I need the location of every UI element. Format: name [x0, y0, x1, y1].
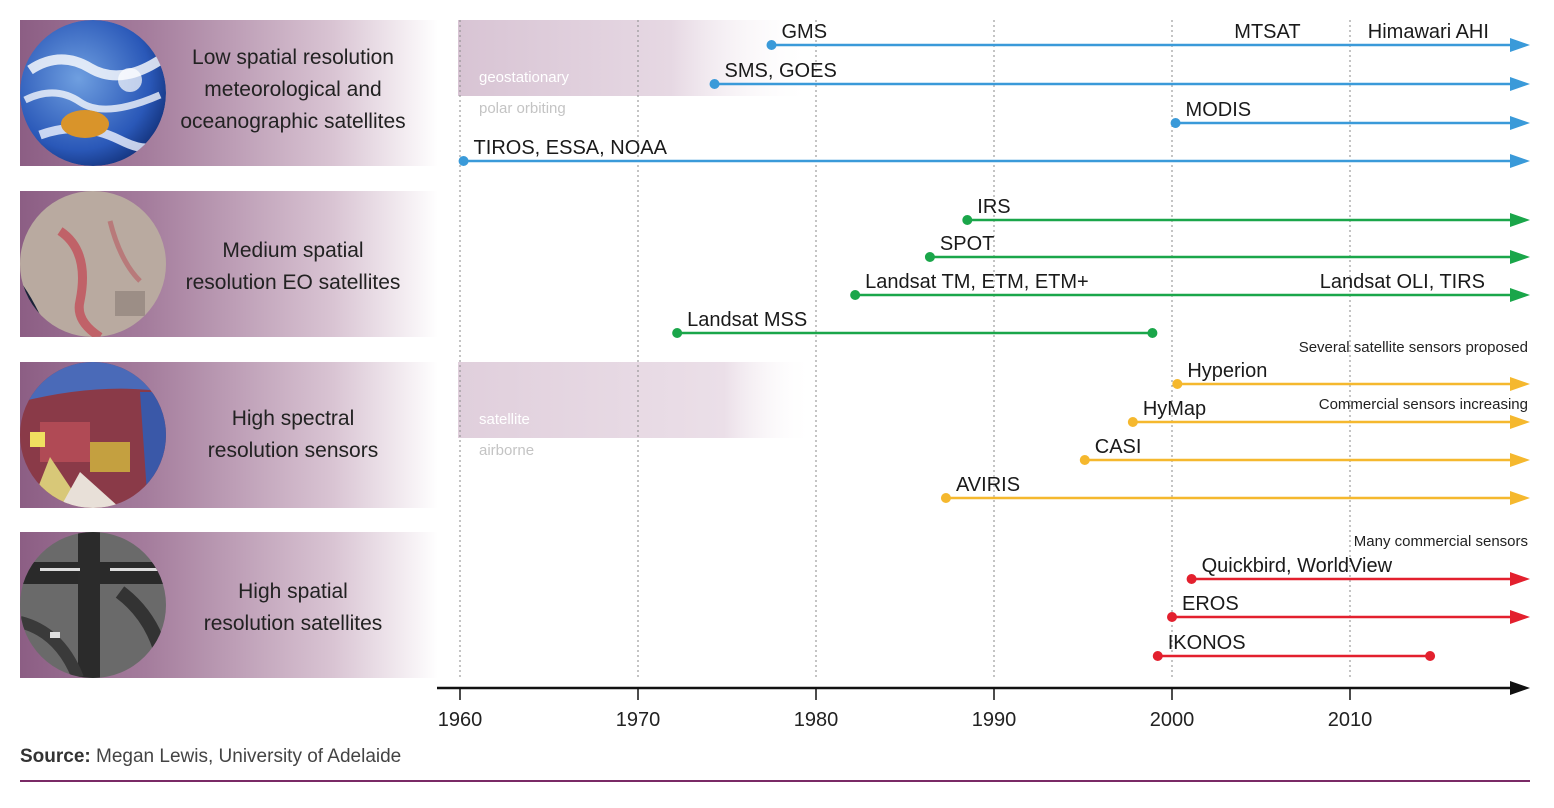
start-dot	[962, 215, 973, 225]
hyperspectral-city-image	[20, 362, 166, 508]
row-label-line: Low spatial resolution	[192, 46, 394, 69]
start-dot	[1127, 417, 1138, 427]
start-dot	[850, 290, 861, 300]
start-dot	[940, 493, 951, 503]
shaded-note-top: satellite	[479, 411, 530, 428]
arrow-head	[1510, 610, 1530, 624]
timeline-bar: Quickbird, WorldView	[1186, 555, 1530, 586]
timeline-bar: EROS	[1167, 593, 1530, 624]
row-label-low-spatial: Low spatial resolution meteorological an…	[150, 42, 436, 138]
bar-label: Hyperion	[1187, 360, 1267, 382]
x-tick-label: 2000	[1150, 709, 1195, 731]
row-label-line: meteorological and	[204, 78, 382, 101]
timeline-bar: Hyperion	[1172, 360, 1530, 391]
bar-extra-label: Landsat OLI, TIRS	[1320, 271, 1485, 293]
timeline-bar: SPOT	[924, 233, 1530, 264]
bar-label: SMS, GOES	[725, 60, 837, 82]
footer-rule	[20, 780, 1530, 782]
bar-label: EROS	[1182, 593, 1239, 615]
bar-label: CASI	[1095, 436, 1142, 458]
start-dot	[766, 40, 777, 50]
arrow-head	[1510, 116, 1530, 130]
annotation: Commercial sensors increasing	[1319, 396, 1528, 413]
timeline-bar: Landsat MSS	[672, 309, 1158, 338]
x-tick-label: 1990	[972, 709, 1017, 731]
arrow-head	[1510, 288, 1530, 302]
bar-label: AVIRIS	[956, 474, 1020, 496]
bar-label: Landsat TM, ETM, ETM+	[865, 271, 1089, 293]
start-dot	[458, 156, 469, 166]
x-tick-label: 1960	[438, 709, 483, 731]
arrow-head	[1510, 250, 1530, 264]
source-credit: Source: Megan Lewis, University of Adela…	[20, 746, 401, 768]
start-dot	[1172, 379, 1183, 389]
timeline-bar: AVIRIS	[940, 474, 1530, 505]
shaded-note-bottom: airborne	[479, 442, 534, 459]
timeline-bar: SMS, GOES	[709, 60, 1530, 91]
shaded-region-satellite	[458, 362, 813, 438]
end-dot	[1147, 328, 1158, 338]
timeline-bar: IKONOS	[1152, 632, 1436, 661]
bar-label: SPOT	[940, 233, 994, 255]
source-text: Megan Lewis, University of Adelaide	[90, 746, 402, 767]
bar-label: Landsat MSS	[687, 309, 807, 331]
airport-runway-image	[20, 532, 166, 678]
x-axis-arrow	[1510, 681, 1530, 695]
row-label-high-spectral: High spectral resolution sensors	[150, 403, 436, 467]
end-dot	[1425, 651, 1436, 661]
arrow-head	[1510, 453, 1530, 467]
annotation: Many commercial sensors	[1354, 533, 1528, 550]
arrow-head	[1510, 77, 1530, 91]
bar-label: GMS	[782, 21, 828, 43]
timeline-bar: HyMap	[1127, 398, 1530, 429]
bar-extra-label: Himawari AHI	[1368, 21, 1489, 43]
bar-label: TIROS, ESSA, NOAA	[474, 137, 668, 159]
shaded-note-top: geostationary	[479, 69, 570, 86]
row-label-line: High spatial	[238, 580, 348, 603]
arrow-head	[1510, 377, 1530, 391]
row-label-high-spatial: High spatial resolution satellites	[150, 576, 436, 640]
timeline-bar: MODIS	[1170, 99, 1530, 130]
x-tick-label: 1980	[794, 709, 839, 731]
start-dot	[672, 328, 683, 338]
x-tick-label: 2010	[1328, 709, 1373, 731]
start-dot	[1170, 118, 1181, 128]
x-tick-label: 1970	[616, 709, 661, 731]
arrow-head	[1510, 572, 1530, 586]
start-dot	[709, 79, 720, 89]
bar-label: MODIS	[1186, 99, 1252, 121]
start-dot	[1186, 574, 1197, 584]
bar-label: IRS	[977, 196, 1010, 218]
row-label-line: resolution satellites	[203, 612, 383, 635]
row-label-line: High spectral	[231, 407, 355, 430]
bar-label: HyMap	[1143, 398, 1206, 420]
shaded-note-bottom: polar orbiting	[479, 100, 566, 117]
arrow-head	[1510, 415, 1530, 429]
arrow-head	[1510, 154, 1530, 168]
source-label: Source:	[20, 746, 91, 767]
timeline-bar: IRS	[962, 196, 1530, 227]
arrow-head	[1510, 213, 1530, 227]
bar-extra-label: MTSAT	[1234, 21, 1300, 43]
timeline-bar: GMS MTSAT Himawari AHI	[766, 21, 1530, 52]
start-dot	[1152, 651, 1163, 661]
row-label-medium-spatial: Medium spatial resolution EO satellites	[150, 235, 436, 299]
timeline-bar: TIROS, ESSA, NOAA	[458, 137, 1530, 168]
bar-label: Quickbird, WorldView	[1202, 555, 1393, 577]
start-dot	[1079, 455, 1090, 465]
row-label-line: oceanographic satellites	[180, 110, 406, 133]
timeline-bar: CASI	[1079, 436, 1530, 467]
start-dot	[1167, 612, 1177, 622]
arrow-head	[1510, 491, 1530, 505]
row-label-line: Medium spatial	[222, 239, 364, 262]
arrow-head	[1510, 38, 1530, 52]
row-label-line: resolution EO satellites	[185, 271, 401, 294]
timeline-bar: Landsat TM, ETM, ETM+ Landsat OLI, TIRS	[850, 271, 1530, 302]
bar-label: IKONOS	[1168, 632, 1246, 654]
row-label-line: resolution sensors	[207, 439, 379, 462]
annotation: Several satellite sensors proposed	[1299, 339, 1528, 356]
start-dot	[924, 252, 935, 262]
